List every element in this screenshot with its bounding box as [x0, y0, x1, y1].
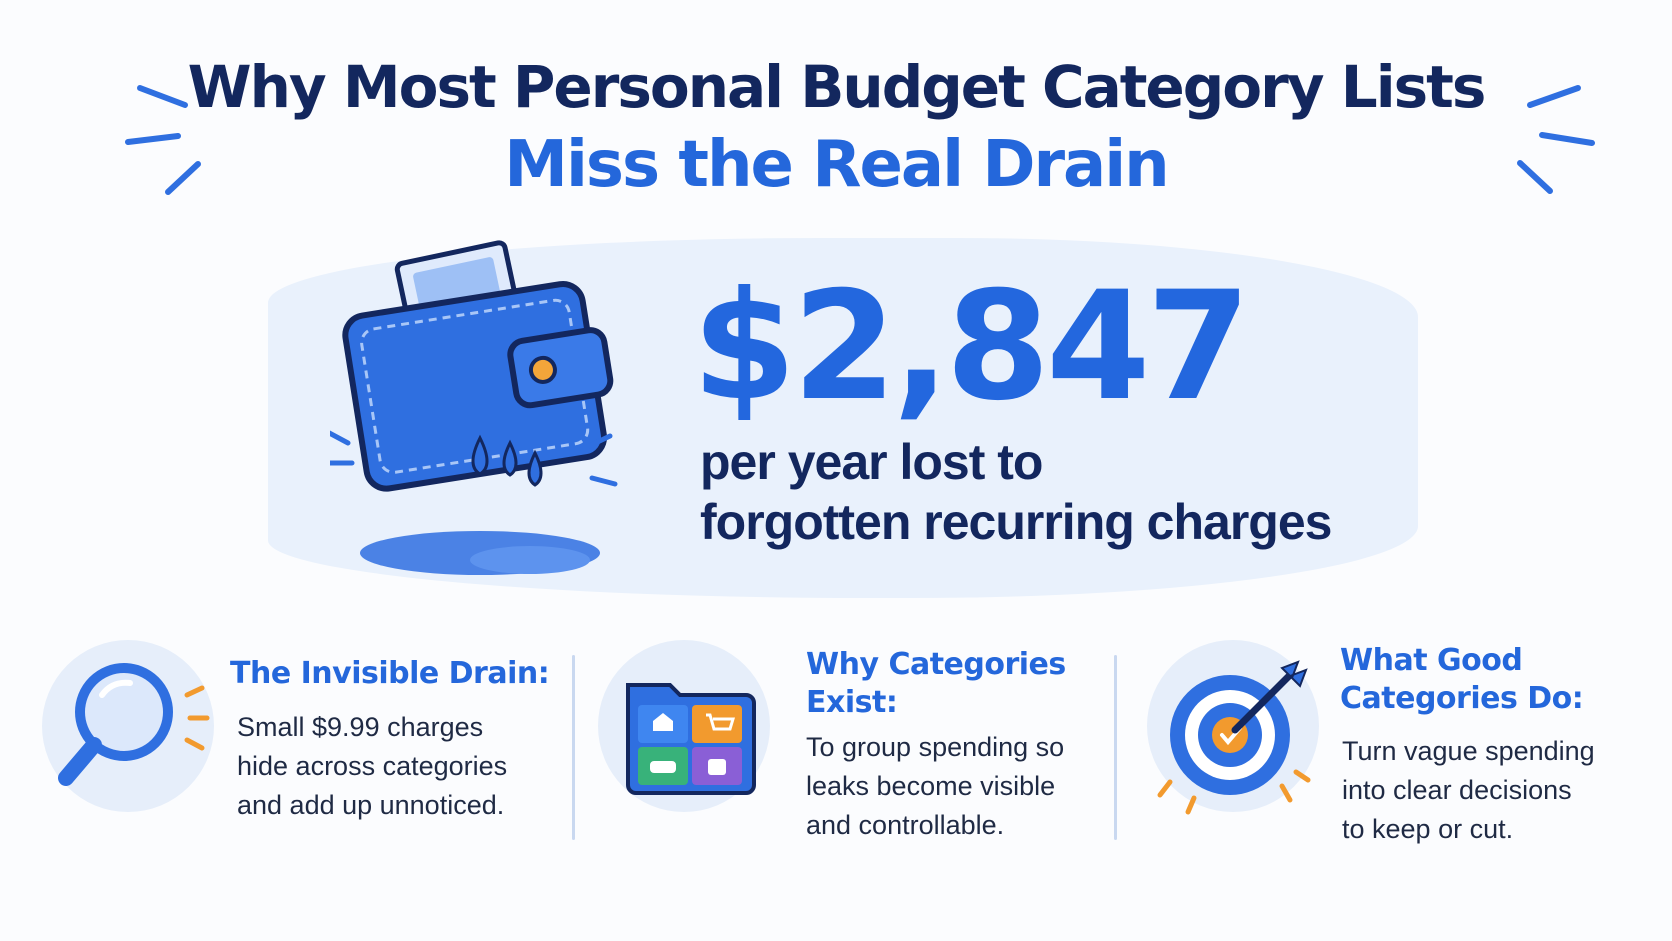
stat-description: per year lost to forgotten recurring cha… [700, 432, 1332, 552]
magnifying-glass-icon [58, 663, 210, 786]
stat-value: $2,847 [692, 260, 1251, 434]
column-2-heading-line-2: Exist: [806, 685, 898, 720]
column-1-heading-line: The Invisible Drain: [230, 656, 550, 691]
column-3-heading: What Good Categories Do: [1340, 642, 1584, 718]
column-2-body-line-1: To group spending so [806, 732, 1065, 762]
stat-description-line-2: forgotten recurring charges [700, 494, 1332, 550]
column-2-body: To group spending so leaks become visibl… [806, 728, 1064, 845]
page-title: Why Most Personal Budget Category Lists … [0, 52, 1672, 206]
column-divider-1 [572, 655, 575, 840]
column-3-body-line-2: into clear decisions [1342, 775, 1572, 805]
column-3-heading-line-2: Categories Do: [1340, 681, 1584, 716]
column-2-body-line-3: and controllable. [806, 810, 1005, 840]
column-2-heading-line-1: Why Categories [806, 647, 1066, 682]
column-1-body: Small $9.99 charges hide across categori… [237, 708, 507, 825]
column-1-body-line-2: hide across categories [237, 751, 508, 781]
folder-categories-icon [626, 683, 756, 795]
column-3-body-line-3: to keep or cut. [1342, 814, 1514, 844]
title-line-1: Why Most Personal Budget Category Lists [187, 53, 1487, 121]
target-arrow-icon [1157, 660, 1311, 815]
column-divider-2 [1114, 655, 1117, 840]
leaking-wallet-icon [330, 240, 618, 575]
column-3-heading-line-1: What Good [1340, 643, 1523, 678]
column-1-heading: The Invisible Drain: [230, 655, 550, 693]
column-2-heading: Why Categories Exist: [806, 646, 1066, 722]
column-1-body-line-3: and add up unnoticed. [237, 790, 505, 820]
stat-description-line-1: per year lost to [700, 434, 1043, 490]
column-2-body-line-2: leaks become visible [806, 771, 1056, 801]
title-line-2: Miss the Real Drain [504, 128, 1169, 202]
column-3-body: Turn vague spending into clear decisions… [1342, 732, 1595, 849]
column-1-body-line-1: Small $9.99 charges [237, 712, 484, 742]
column-3-body-line-1: Turn vague spending [1342, 736, 1595, 766]
